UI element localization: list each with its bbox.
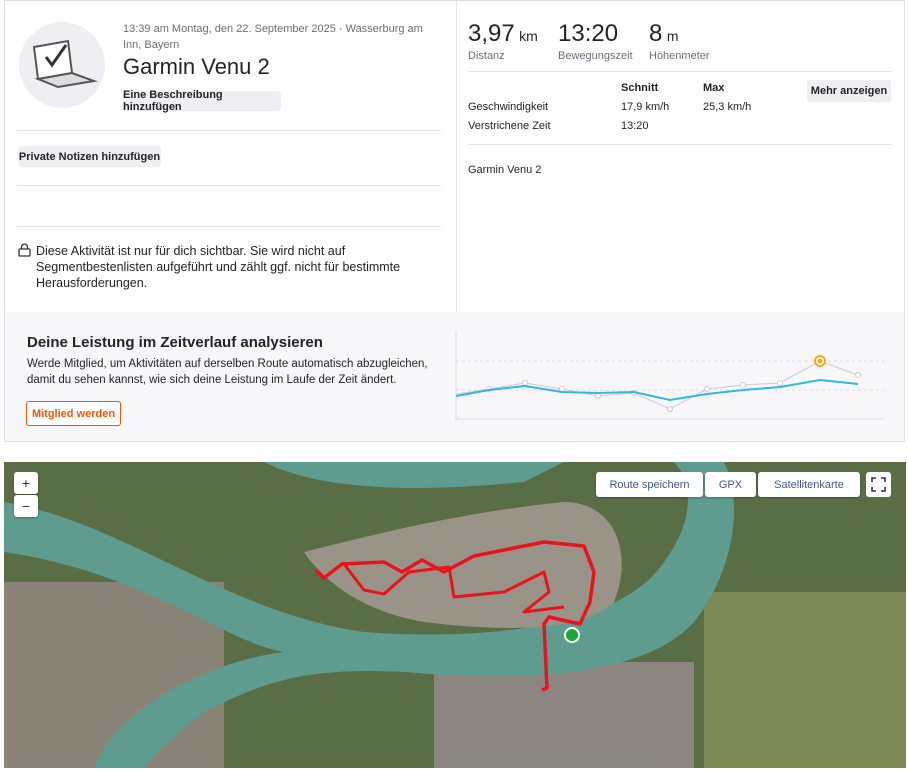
table-cell: 25,3 km/h	[703, 101, 752, 113]
table-header: Max	[703, 82, 725, 94]
stat-value: 8	[649, 20, 663, 47]
stat-value: 3,97	[468, 20, 515, 47]
fullscreen-button[interactable]	[866, 472, 891, 497]
upsell-text: Werde Mitglied, um Aktivitäten auf derse…	[27, 358, 428, 386]
stat-unit: m	[666, 28, 679, 44]
separator	[17, 185, 441, 186]
stat-label: Bewegungszeit	[558, 50, 633, 62]
join-button[interactable]: Mitglied werden	[26, 401, 121, 426]
map-type-button[interactable]: Satellitenkarte	[758, 472, 860, 497]
more-button[interactable]: Mehr anzeigen	[807, 80, 891, 102]
separator	[17, 130, 441, 131]
preview-chart	[455, 332, 884, 420]
stat: 3,97 km	[468, 20, 538, 48]
activity-meta: 13:39 am Montag, den 22. September 2025 …	[123, 23, 423, 51]
zoom-out[interactable]: −	[14, 495, 38, 517]
lock-icon	[18, 243, 31, 257]
table-cell: 17,9 km/h	[621, 101, 670, 113]
stat-unit: km	[519, 28, 538, 44]
stat-label: Höhenmeter	[649, 50, 710, 62]
zoom-in[interactable]: +	[14, 472, 38, 494]
gpx-button[interactable]: GPX	[705, 472, 756, 497]
separator	[468, 144, 892, 145]
private-notes-button[interactable]: Private Notizen hinzufügen	[18, 146, 161, 167]
stat-label: Distanz	[468, 50, 505, 62]
map[interactable]	[4, 462, 906, 768]
table-cell: Verstrichene Zeit	[468, 120, 551, 132]
table-cell: Geschwindigkeit	[468, 101, 549, 113]
separator	[468, 71, 892, 72]
stat: 13:20	[558, 20, 618, 48]
table-header: Schnitt	[621, 82, 659, 94]
upsell-title: Deine Leistung im Zeitverlauf analysiere…	[27, 334, 323, 351]
add-description-button[interactable]: Eine Beschreibung hinzufügen	[123, 89, 281, 113]
activity-card	[4, 0, 905, 442]
stat-value: 13:20	[558, 20, 619, 47]
device-icon	[19, 22, 105, 108]
table-cell: 13:20	[621, 120, 649, 132]
save-route-button[interactable]: Route speichern	[596, 472, 703, 497]
separator	[17, 226, 441, 227]
stat: 8 m	[649, 20, 678, 48]
activity-title: Garmin Venu 2	[123, 54, 270, 79]
divider	[456, 1, 457, 312]
privacy-note: Diese Aktivität ist nur für dich sichtba…	[36, 244, 401, 290]
device-name: Garmin Venu 2	[468, 164, 542, 176]
